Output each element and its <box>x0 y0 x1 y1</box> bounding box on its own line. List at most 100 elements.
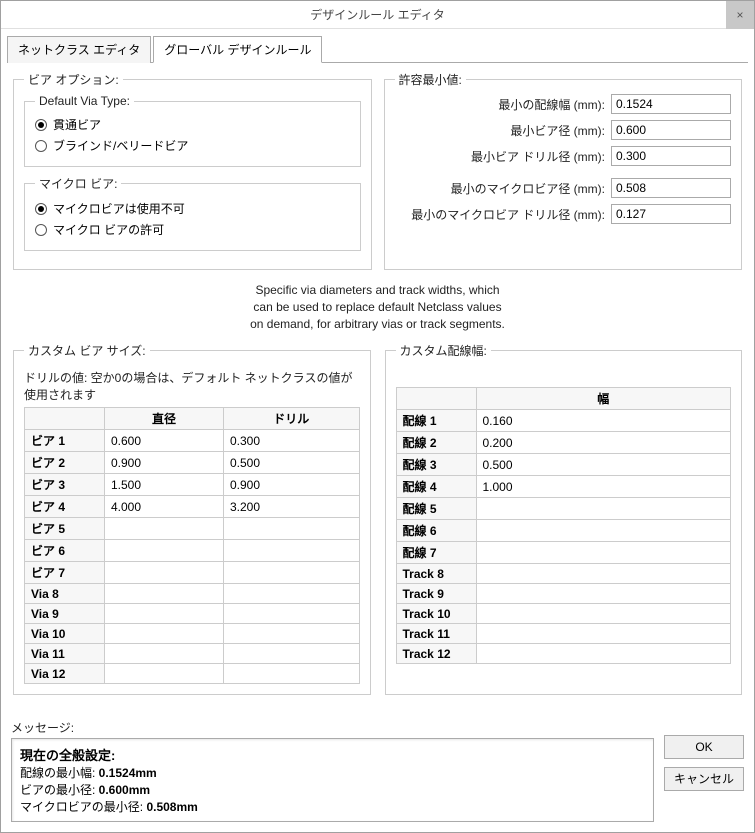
via-drill-cell[interactable] <box>223 604 359 624</box>
via-drill-cell[interactable] <box>223 540 359 562</box>
custom-track-widths-legend: カスタム配線幅: <box>396 342 491 359</box>
via-diameter-cell[interactable] <box>105 664 224 684</box>
via-drill-cell[interactable] <box>223 664 359 684</box>
table-row-header: Track 9 <box>396 584 476 604</box>
table-row-header: Via 11 <box>25 644 105 664</box>
table-row-header: Track 10 <box>396 604 476 624</box>
min-value-input[interactable] <box>611 178 731 198</box>
track-width-cell[interactable] <box>476 564 731 584</box>
min-value-label: 最小の配線幅 (mm): <box>395 96 612 113</box>
table-row-header: 配線 1 <box>396 410 476 432</box>
via-diameter-cell[interactable]: 1.500 <box>105 474 224 496</box>
table-row-header: 配線 7 <box>396 542 476 564</box>
micro-via-group: マイクロ ビア: マイクロビアは使用不可 マイクロ ビアの許可 <box>24 175 361 251</box>
message-line: マイクロビアの最小径: 0.508mm <box>20 798 645 815</box>
messages-heading: 現在の全般設定: <box>20 745 645 764</box>
via-diameter-cell[interactable] <box>105 518 224 540</box>
via-diameter-cell[interactable]: 0.600 <box>105 430 224 452</box>
min-value-input[interactable] <box>611 120 731 140</box>
radio-blind-buried-via[interactable]: ブラインド/ベリードビア <box>35 135 350 156</box>
track-width-cell[interactable] <box>476 498 731 520</box>
track-width-cell[interactable] <box>476 520 731 542</box>
min-value-label: 最小のマイクロビア径 (mm): <box>395 180 612 197</box>
via-diameter-cell[interactable] <box>105 644 224 664</box>
info-text: Specific via diameters and track widths,… <box>13 282 742 332</box>
radio-dot-icon <box>35 119 47 131</box>
table-row-header: 配線 3 <box>396 454 476 476</box>
track-width-cell[interactable]: 0.160 <box>476 410 731 432</box>
ok-button[interactable]: OK <box>664 735 744 759</box>
via-drill-cell[interactable] <box>223 644 359 664</box>
message-line: ビアの最小径: 0.600mm <box>20 781 645 798</box>
via-diameter-cell[interactable] <box>105 540 224 562</box>
track-width-cell[interactable] <box>476 604 731 624</box>
via-table: 直径ドリル ビア 10.6000.300ビア 20.9000.500ビア 31.… <box>24 407 360 684</box>
micro-via-legend: マイクロ ビア: <box>35 175 121 192</box>
via-options-group: ビア オプション: Default Via Type: 貫通ビア ブラインド/ベ… <box>13 71 372 270</box>
titlebar: デザインルール エディタ × <box>1 1 754 29</box>
table-row-header: ビア 6 <box>25 540 105 562</box>
via-diameter-cell[interactable] <box>105 624 224 644</box>
via-diameter-cell[interactable]: 0.900 <box>105 452 224 474</box>
table-row-header: Track 12 <box>396 644 476 664</box>
track-width-cell[interactable]: 1.000 <box>476 476 731 498</box>
via-diameter-cell[interactable] <box>105 562 224 584</box>
min-value-label: 最小ビア ドリル径 (mm): <box>395 148 612 165</box>
track-width-cell[interactable] <box>476 584 731 604</box>
table-row-header: ビア 1 <box>25 430 105 452</box>
min-values-group: 許容最小値: 最小の配線幅 (mm): 最小ビア径 (mm): 最小ビア ドリル径 … <box>384 71 743 270</box>
via-drill-cell[interactable]: 0.300 <box>223 430 359 452</box>
via-drill-cell[interactable] <box>223 584 359 604</box>
table-row-header: Track 11 <box>396 624 476 644</box>
via-diameter-cell[interactable] <box>105 584 224 604</box>
track-table: 幅 配線 10.160配線 20.200配線 30.500配線 41.000配線… <box>396 387 732 664</box>
radio-dot-icon <box>35 224 47 236</box>
via-drill-cell[interactable]: 3.200 <box>223 496 359 518</box>
table-row-header: Via 9 <box>25 604 105 624</box>
cancel-button[interactable]: キャンセル <box>664 767 744 791</box>
table-row-header: 配線 6 <box>396 520 476 542</box>
table-row-header: Via 12 <box>25 664 105 684</box>
table-row-header: ビア 4 <box>25 496 105 518</box>
track-width-cell[interactable] <box>476 644 731 664</box>
table-row-header: ビア 2 <box>25 452 105 474</box>
track-width-cell[interactable]: 0.500 <box>476 454 731 476</box>
min-value-label: 最小ビア径 (mm): <box>395 122 612 139</box>
track-width-cell[interactable] <box>476 542 731 564</box>
table-row-header: 配線 5 <box>396 498 476 520</box>
track-width-cell[interactable] <box>476 624 731 644</box>
messages-label: メッセージ: <box>11 717 654 738</box>
radio-through-via[interactable]: 貫通ビア <box>35 114 350 135</box>
via-drill-cell[interactable] <box>223 562 359 584</box>
via-diameter-cell[interactable] <box>105 604 224 624</box>
via-drill-cell[interactable] <box>223 624 359 644</box>
default-via-type-group: Default Via Type: 貫通ビア ブラインド/ベリードビア <box>24 94 361 167</box>
window-title: デザインルール エディタ <box>310 6 445 23</box>
min-value-label: 最小のマイクロビア ドリル径 (mm): <box>395 206 612 223</box>
via-options-legend: ビア オプション: <box>24 71 123 88</box>
min-value-input[interactable] <box>611 204 731 224</box>
table-row-header: 配線 4 <box>396 476 476 498</box>
radio-microvia-allow[interactable]: マイクロ ビアの許可 <box>35 219 350 240</box>
tabbar: ネットクラス エディタ グローバル デザインルール <box>7 35 748 63</box>
table-row-header: Via 10 <box>25 624 105 644</box>
min-value-input[interactable] <box>611 94 731 114</box>
track-width-cell[interactable]: 0.200 <box>476 432 731 454</box>
table-row-header: ビア 7 <box>25 562 105 584</box>
message-line: 配線の最小幅: 0.1524mm <box>20 764 645 781</box>
close-button[interactable]: × <box>726 1 754 29</box>
via-drill-cell[interactable]: 0.900 <box>223 474 359 496</box>
default-via-type-legend: Default Via Type: <box>35 94 134 108</box>
via-drill-cell[interactable]: 0.500 <box>223 452 359 474</box>
tab-global-design-rules[interactable]: グローバル デザインルール <box>153 36 322 63</box>
radio-dot-icon <box>35 140 47 152</box>
radio-microvia-disallow[interactable]: マイクロビアは使用不可 <box>35 198 350 219</box>
tab-netclass-editor[interactable]: ネットクラス エディタ <box>7 36 151 63</box>
via-diameter-cell[interactable]: 4.000 <box>105 496 224 518</box>
table-row-header: 配線 2 <box>396 432 476 454</box>
min-values-legend: 許容最小値: <box>395 71 466 88</box>
custom-via-sizes-group: カスタム ビア サイズ: ドリルの値: 空か0の場合は、デフォルト ネットクラス… <box>13 342 371 695</box>
min-value-input[interactable] <box>611 146 731 166</box>
table-row-header: Via 8 <box>25 584 105 604</box>
via-drill-cell[interactable] <box>223 518 359 540</box>
